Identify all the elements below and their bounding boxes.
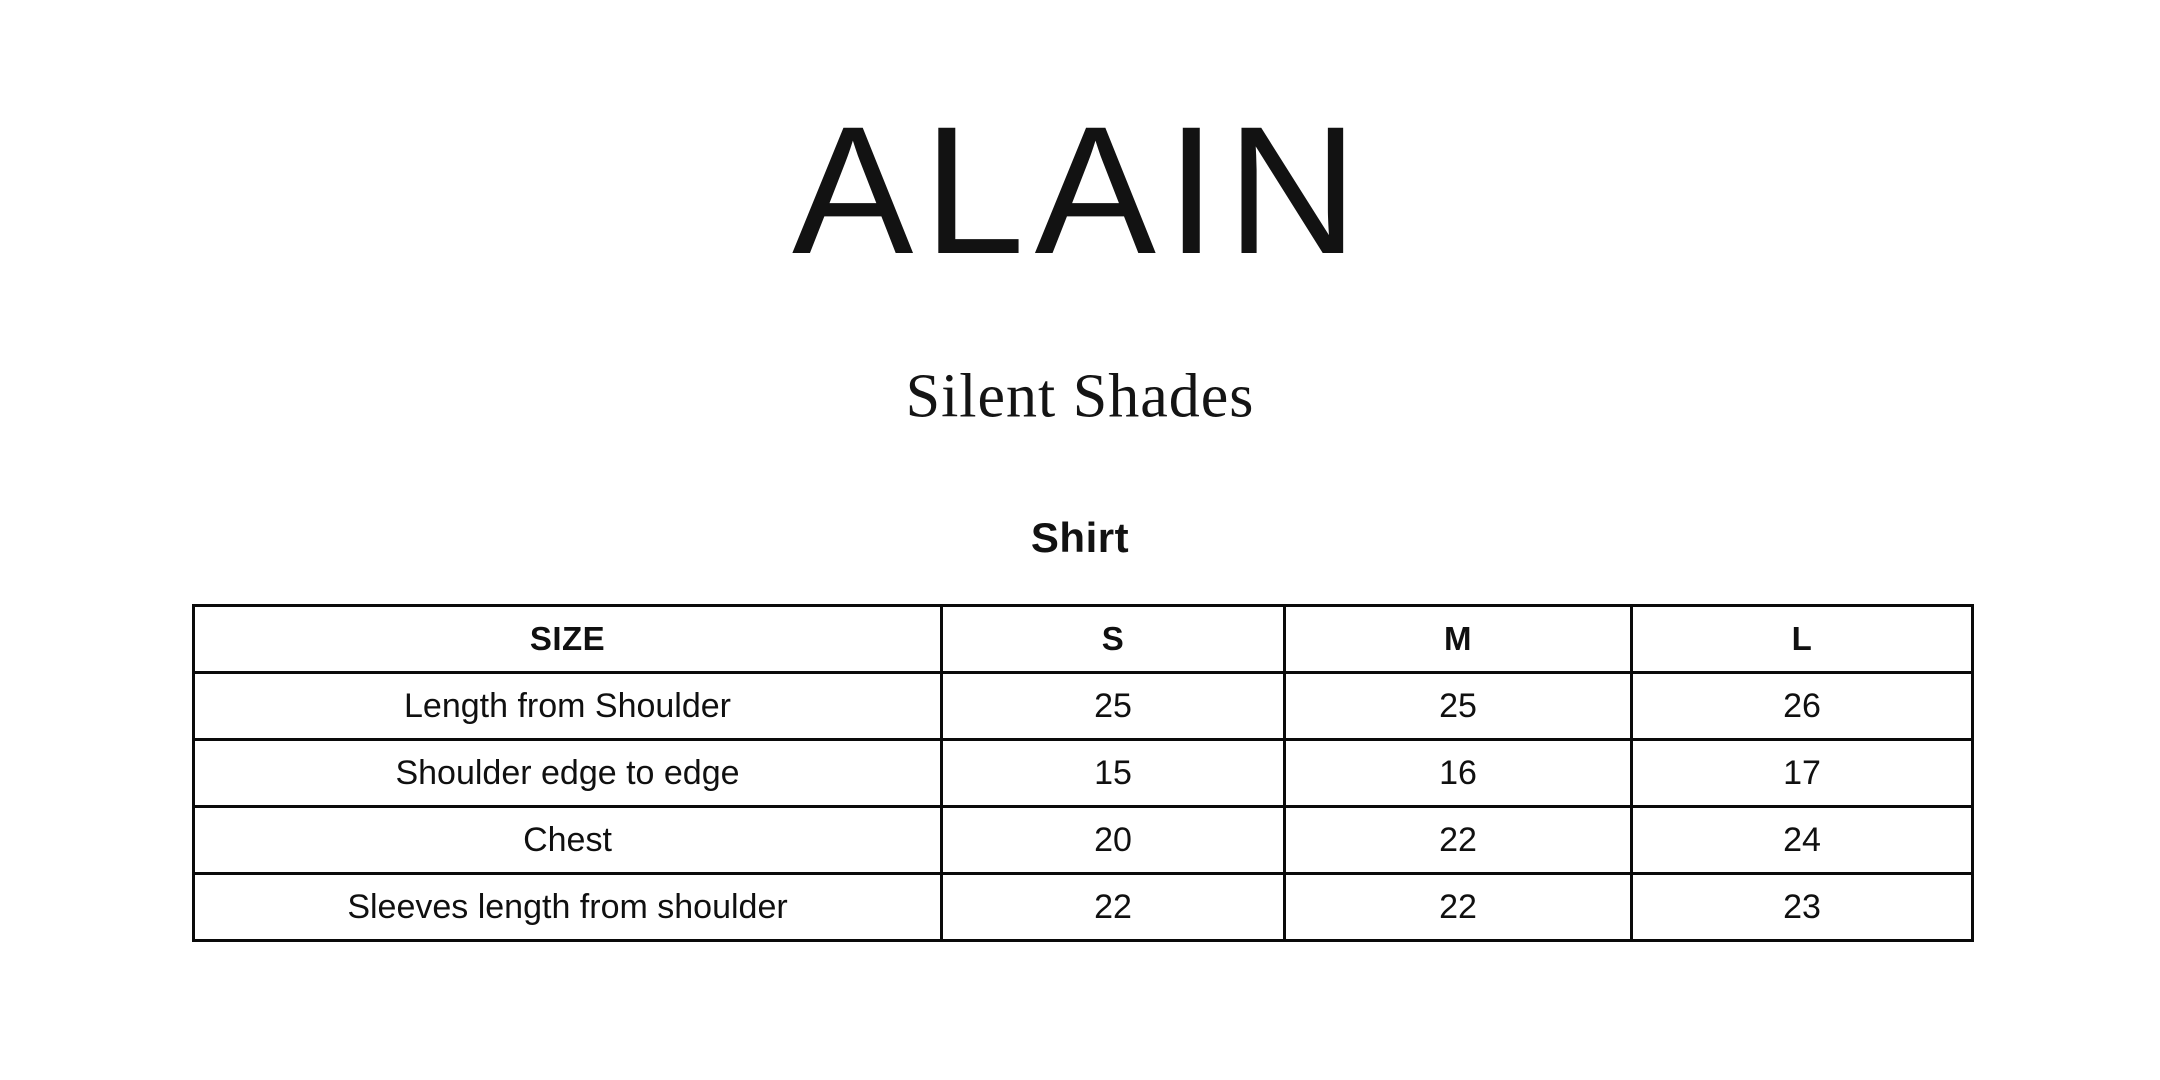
header-cell-s: S (940, 604, 1286, 674)
row-label-cell: Chest (192, 805, 943, 875)
header-cell-m: M (1283, 604, 1633, 674)
product-title: Shirt (1030, 514, 1130, 561)
row-label-cell: Length from Shoulder (192, 671, 943, 741)
table-row: Chest 20 22 24 (192, 805, 1974, 875)
table-header-row: SIZE S M L (192, 604, 1974, 674)
value-cell: 17 (1630, 738, 1974, 808)
table-row: Sleeves length from shoulder 22 22 23 (192, 872, 1974, 942)
table-row: Length from Shoulder 25 25 26 (192, 671, 1974, 741)
collection-title: Silent Shades (905, 362, 1255, 431)
header-cell-l: L (1630, 604, 1974, 674)
size-chart-table: SIZE S M L Length from Shoulder 25 25 26… (192, 604, 1974, 942)
value-cell: 26 (1630, 671, 1974, 741)
row-label-cell: Sleeves length from shoulder (192, 872, 943, 942)
value-cell: 23 (1630, 872, 1974, 942)
value-cell: 22 (1283, 872, 1633, 942)
value-cell: 16 (1283, 738, 1633, 808)
value-cell: 22 (1283, 805, 1633, 875)
brand-logo: ALAIN (791, 88, 1369, 292)
value-cell: 20 (940, 805, 1286, 875)
table-row: Shoulder edge to edge 15 16 17 (192, 738, 1974, 808)
row-label-cell: Shoulder edge to edge (192, 738, 943, 808)
value-cell: 22 (940, 872, 1286, 942)
value-cell: 24 (1630, 805, 1974, 875)
value-cell: 15 (940, 738, 1286, 808)
value-cell: 25 (1283, 671, 1633, 741)
value-cell: 25 (940, 671, 1286, 741)
header-cell-size: SIZE (192, 604, 943, 674)
